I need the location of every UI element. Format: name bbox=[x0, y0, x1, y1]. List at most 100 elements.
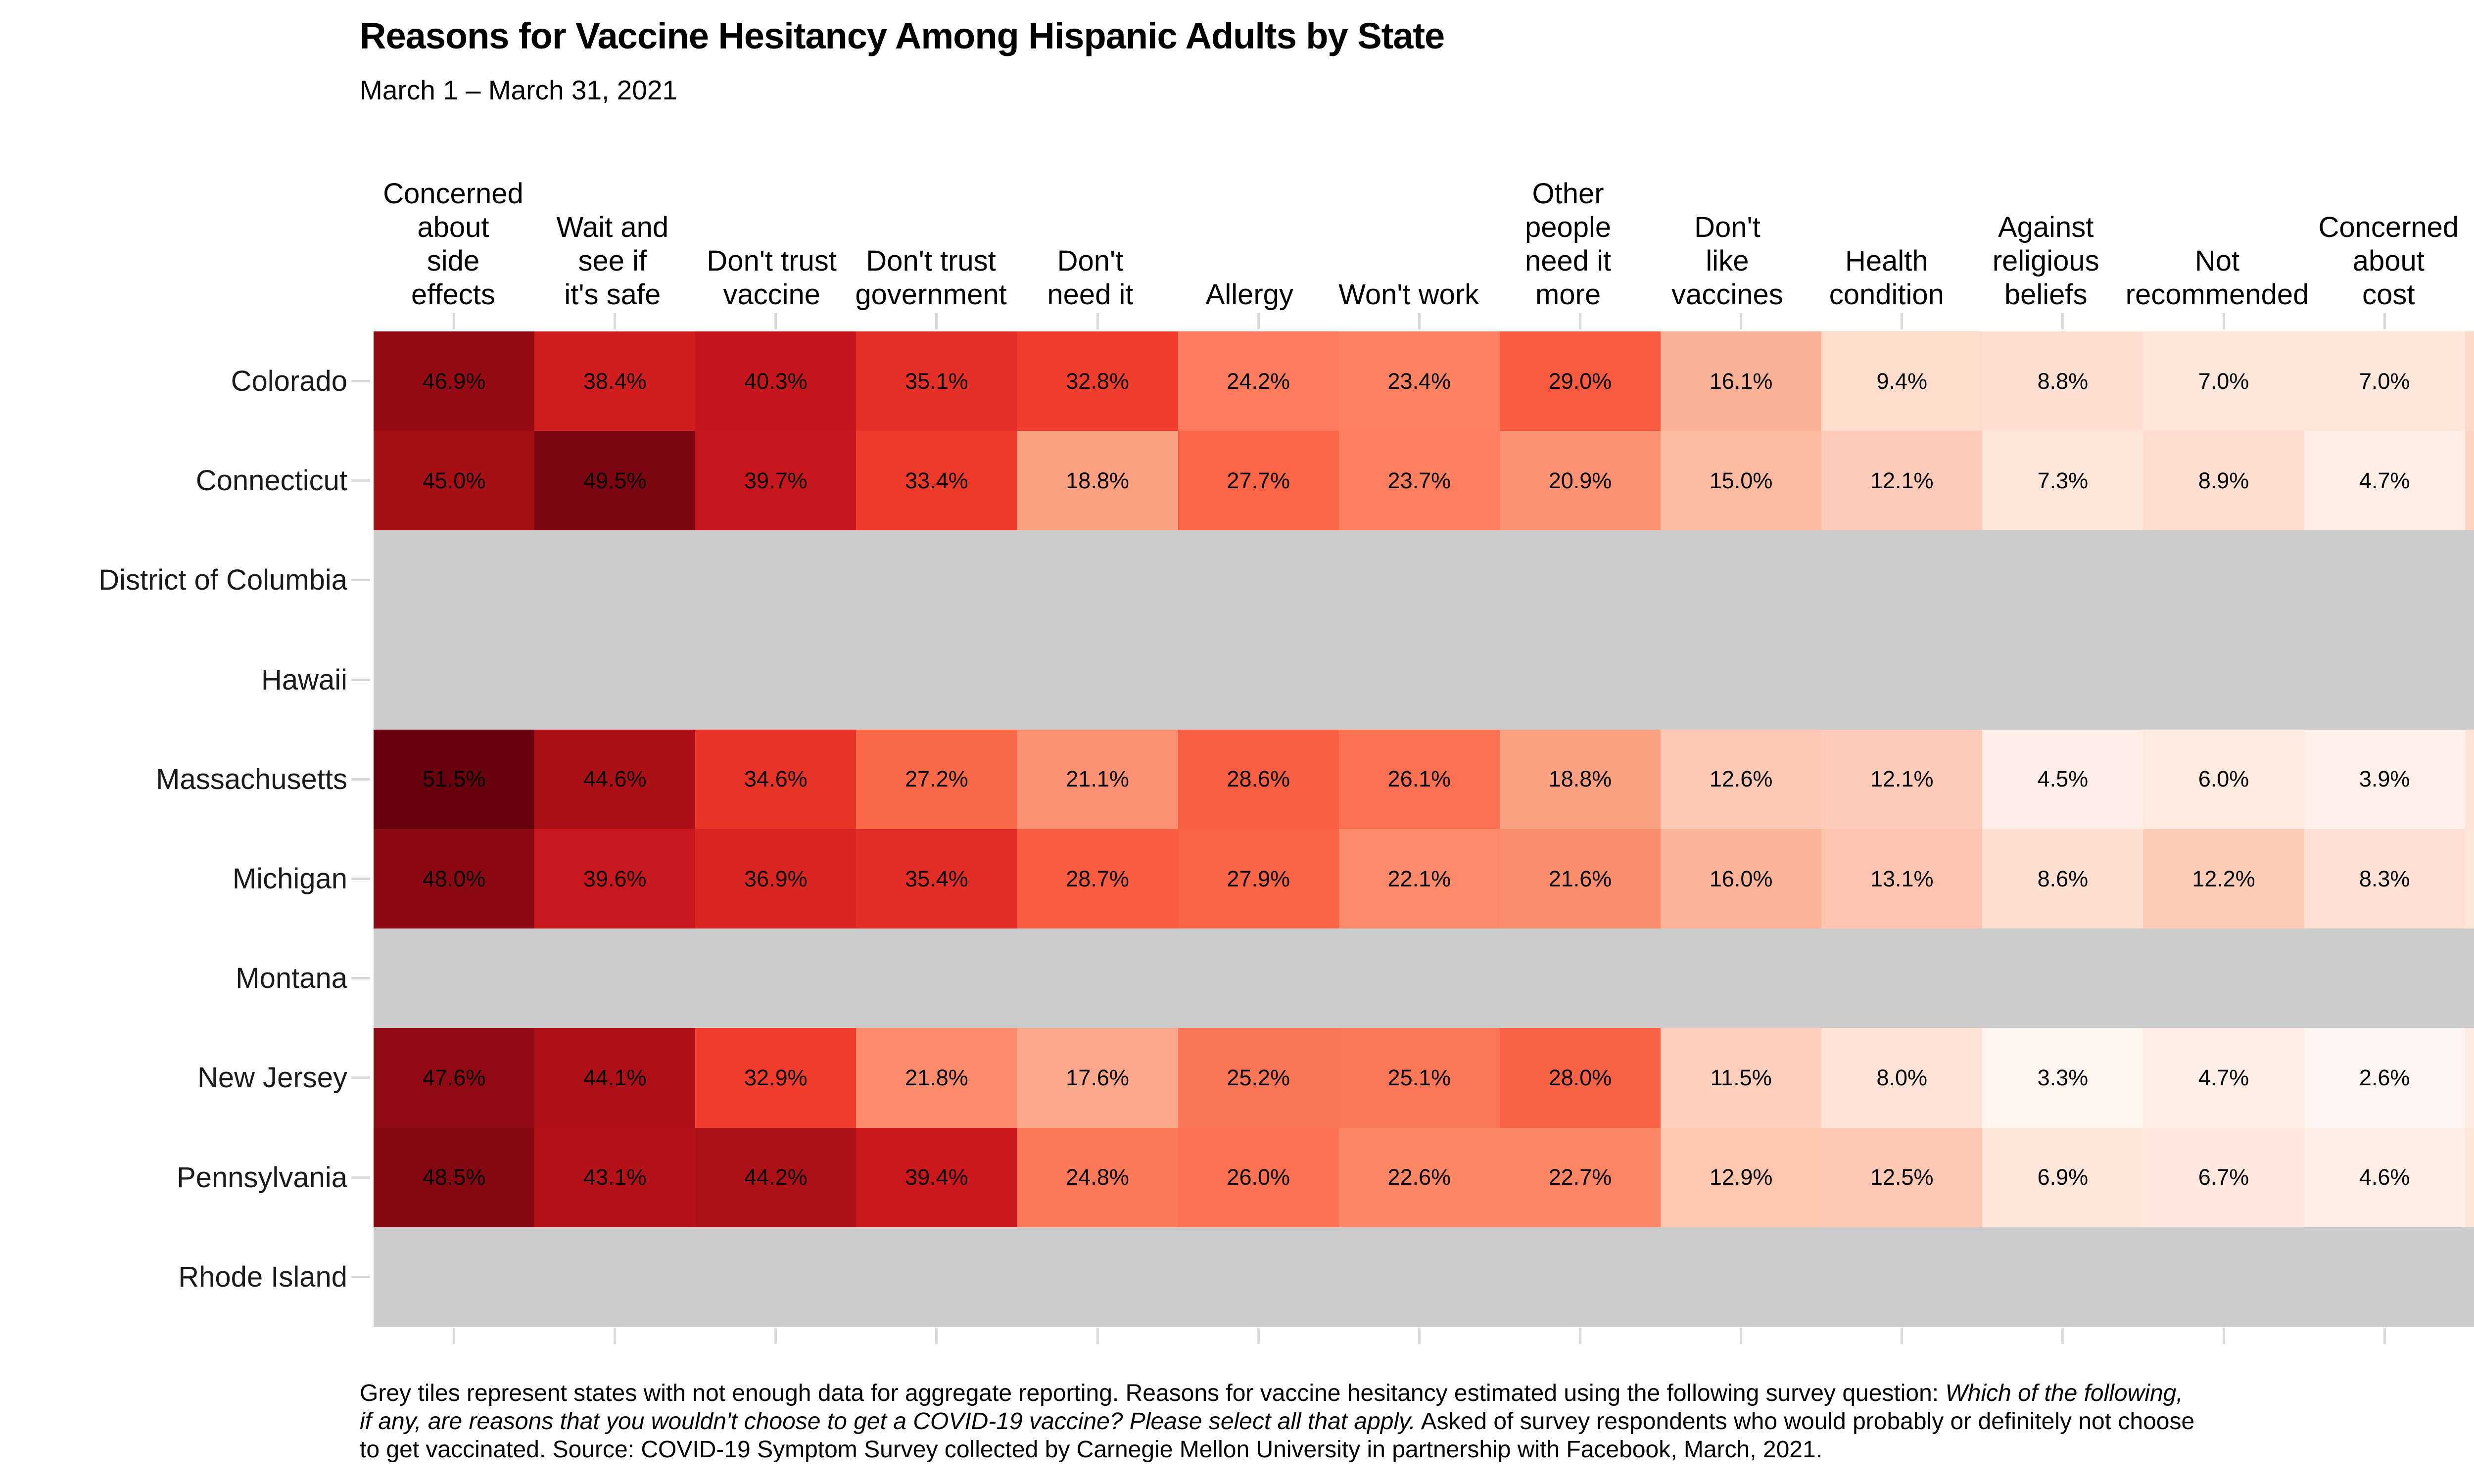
heatmap-tile: 38.4% bbox=[534, 331, 696, 431]
x-axis-tick bbox=[614, 1328, 617, 1344]
heatmap-tile: 7.8% bbox=[2465, 729, 2474, 829]
row-label: Connecticut bbox=[195, 464, 347, 497]
tile-value: 44.2% bbox=[744, 1164, 808, 1190]
x-tick-cell bbox=[374, 313, 534, 329]
x-axis-tick bbox=[1901, 1328, 1903, 1344]
no-data-row bbox=[374, 928, 2474, 1028]
tile-value: 13.1% bbox=[1870, 866, 1934, 891]
heatmap-tile: 12.2% bbox=[2143, 829, 2304, 929]
heatmap-row: 47.6% 44.1% 32.9% 21.8% 17.6% 25.2% 25.1% 28.0%… bbox=[374, 1028, 2474, 1128]
tile-value: 28.6% bbox=[1227, 766, 1290, 792]
row-label: Michigan bbox=[232, 863, 347, 895]
column-header: Wait and see if it's safe bbox=[556, 211, 669, 311]
heatmap-tile: 24.8% bbox=[1017, 1127, 1178, 1227]
x-axis-tick bbox=[453, 1328, 456, 1344]
tile-value: 18.8% bbox=[1548, 766, 1612, 792]
footnote-text-segment: Grey tiles represent states with not eno… bbox=[360, 1380, 1946, 1406]
x-tick-cell bbox=[2143, 313, 2304, 329]
y-tick-cell bbox=[351, 431, 370, 530]
heatmap-tile: 40.3% bbox=[695, 331, 856, 431]
tile-value: 44.6% bbox=[583, 766, 647, 792]
y-tick-cell bbox=[351, 1128, 370, 1227]
tile-value: 27.7% bbox=[1227, 467, 1290, 493]
heatmap-tile: 48.5% bbox=[374, 1127, 535, 1227]
heatmap-tile: 21.8% bbox=[856, 1028, 1017, 1128]
x-tick-cell bbox=[2465, 313, 2474, 329]
tile-value: 18.8% bbox=[1066, 467, 1129, 493]
heatmap-tile: 2.6% bbox=[2304, 1028, 2465, 1128]
column-header: Don't need it bbox=[1047, 245, 1134, 311]
row-label: Hawaii bbox=[261, 663, 347, 696]
tile-value: 48.5% bbox=[422, 1164, 486, 1190]
tile-value: 21.6% bbox=[1548, 866, 1612, 891]
tile-value: 7.3% bbox=[2037, 467, 2089, 493]
tile-value: 24.8% bbox=[1066, 1164, 1129, 1190]
page-subtitle: March 1 – March 31, 2021 bbox=[360, 75, 678, 105]
tile-value: 12.1% bbox=[1870, 467, 1934, 493]
y-tick-cell bbox=[351, 1028, 370, 1127]
tile-value: 4.7% bbox=[2359, 467, 2410, 493]
tile-value: 40.3% bbox=[744, 368, 808, 394]
heatmap-tile: 4.6% bbox=[2304, 1127, 2465, 1227]
page-title: Reasons for Vaccine Hesitancy Among Hisp… bbox=[360, 15, 1445, 56]
heatmap-tile: 20.9% bbox=[1499, 431, 1661, 531]
tile-value: 7.0% bbox=[2359, 368, 2410, 394]
x-tick-cell bbox=[1661, 1328, 1821, 1344]
y-axis-tick bbox=[351, 579, 370, 582]
heatmap-tile: 17.6% bbox=[1017, 1028, 1178, 1128]
heatmap-tile: 22.6% bbox=[1338, 1127, 1500, 1227]
heatmap-tile: 8.8% bbox=[1982, 331, 2143, 431]
x-axis-tick bbox=[1901, 313, 1903, 329]
heatmap-tile: 12.6% bbox=[1661, 729, 1822, 829]
tile-value: 28.7% bbox=[1066, 866, 1129, 891]
tile-value: 26.0% bbox=[1227, 1164, 1290, 1190]
heatmap-tile: 16.0% bbox=[1661, 829, 1822, 929]
tile-value: 8.0% bbox=[1876, 1065, 1928, 1090]
column-header: Not recommended bbox=[2125, 245, 2309, 311]
heatmap-tile: 8.6% bbox=[1982, 829, 2143, 929]
heatmap-tile: 27.9% bbox=[1178, 829, 1339, 929]
tile-value: 39.6% bbox=[583, 866, 647, 891]
x-tick-cell bbox=[856, 313, 1017, 329]
heatmap-tile: 3.9% bbox=[2304, 729, 2465, 829]
heatmap-tile: 4.7% bbox=[2143, 1028, 2304, 1128]
heatmap-tile: 35.4% bbox=[856, 829, 1017, 929]
heatmap-tile: 7.0% bbox=[2143, 331, 2304, 431]
y-axis-tick bbox=[351, 778, 370, 781]
x-axis-ticks-bottom bbox=[374, 1328, 2474, 1344]
heatmap-tile: 29.0% bbox=[1499, 331, 1661, 431]
x-axis-tick bbox=[1418, 313, 1421, 329]
row-label: Massachusetts bbox=[156, 763, 347, 795]
tile-value: 43.1% bbox=[583, 1164, 647, 1190]
y-tick-cell bbox=[351, 928, 370, 1028]
y-axis-tick bbox=[351, 1275, 370, 1278]
tile-value: 8.3% bbox=[2359, 866, 2410, 891]
tile-value: 12.2% bbox=[2192, 866, 2255, 891]
heatmap-tile: 8.0% bbox=[1821, 1028, 1983, 1128]
tile-value: 15.0% bbox=[1709, 467, 1773, 493]
y-tick-cell bbox=[351, 530, 370, 630]
tile-value: 8.6% bbox=[2037, 866, 2089, 891]
heatmap-row: 48.5% 43.1% 44.2% 39.4% 24.8% 26.0% 22.6% 22.7%… bbox=[374, 1127, 2474, 1227]
heatmap-tile: 12.1% bbox=[1821, 729, 1983, 829]
tile-value: 39.4% bbox=[905, 1164, 968, 1190]
x-tick-cell bbox=[2465, 1328, 2474, 1344]
heatmap-tile: 22.7% bbox=[1499, 1127, 1661, 1227]
column-header: Allergy bbox=[1205, 278, 1293, 311]
heatmap-tile: 12.1% bbox=[1821, 431, 1983, 531]
footnote-line: to get vaccinated. Source: COVID-19 Symp… bbox=[360, 1436, 2194, 1464]
no-data-row bbox=[374, 1227, 2474, 1327]
heatmap-tile: 44.2% bbox=[695, 1127, 856, 1227]
tile-value: 24.2% bbox=[1227, 368, 1290, 394]
tile-value: 20.9% bbox=[1548, 467, 1612, 493]
footnote-italic-segment: Which of the following, bbox=[1945, 1380, 2183, 1406]
y-axis-tick bbox=[351, 977, 370, 980]
heatmap-tile: 8.3% bbox=[2304, 829, 2465, 929]
x-tick-cell bbox=[1017, 313, 1178, 329]
heatmap-tile: 43.1% bbox=[534, 1127, 696, 1227]
tile-value: 47.6% bbox=[422, 1065, 486, 1090]
x-axis-ticks-top bbox=[374, 313, 2474, 329]
row-label: Rhode Island bbox=[178, 1260, 347, 1293]
x-axis-tick bbox=[614, 313, 617, 329]
footnote-italic-segment: if any, are reasons that you wouldn't ch… bbox=[360, 1408, 1416, 1435]
